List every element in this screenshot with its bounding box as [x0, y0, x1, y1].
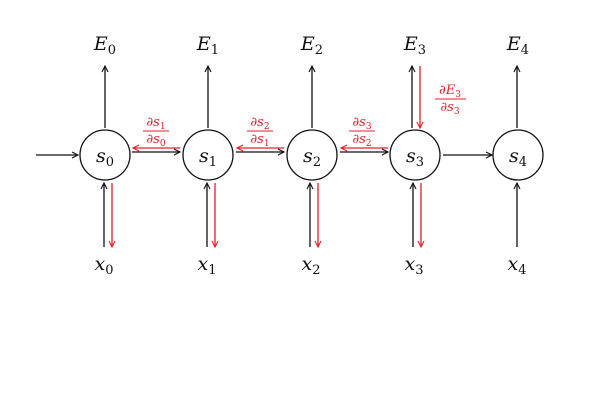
svg-text:∂s0: ∂s0 — [146, 132, 165, 149]
error-label-e2: E2 — [300, 33, 323, 58]
svg-text:∂s1: ∂s1 — [146, 115, 165, 132]
gradient-label-ds1-ds0: ∂s1 ∂s0 — [143, 115, 169, 149]
input-label-x4: x4 — [508, 253, 527, 278]
input-label-x2: x2 — [302, 253, 321, 278]
state-node-s2: s2 — [286, 129, 338, 181]
state-node-s4: s4 — [492, 129, 544, 181]
gradient-label-de3-ds3: ∂E3 ∂s3 — [435, 83, 466, 117]
state-node-s1: s1 — [182, 129, 234, 181]
svg-text:∂s1: ∂s1 — [250, 132, 269, 149]
gradient-label-ds2-ds1: ∂s2 ∂s1 — [247, 115, 273, 149]
input-label-x3: x3 — [405, 253, 424, 278]
gradient-label-ds3-ds2: ∂s3 ∂s2 — [349, 115, 375, 149]
state-node-s3: s3 — [389, 129, 441, 181]
state-node-s0: s0 — [79, 129, 131, 181]
error-label-e0: E0 — [93, 33, 116, 58]
svg-text:∂s2: ∂s2 — [352, 132, 371, 149]
svg-text:∂s3: ∂s3 — [440, 100, 459, 117]
svg-text:s4: s4 — [509, 145, 527, 170]
svg-text:∂s2: ∂s2 — [250, 115, 269, 132]
svg-text:s2: s2 — [303, 145, 321, 170]
svg-text:s3: s3 — [406, 145, 424, 170]
svg-text:∂E3: ∂E3 — [439, 83, 461, 100]
error-label-e4: E4 — [506, 33, 529, 58]
svg-text:s1: s1 — [199, 145, 217, 170]
input-label-x1: x1 — [198, 253, 217, 278]
input-label-x0: x0 — [95, 253, 114, 278]
error-label-e1: E1 — [196, 33, 219, 58]
error-label-e3: E3 — [403, 33, 426, 58]
svg-text:∂s3: ∂s3 — [352, 115, 371, 132]
svg-text:s0: s0 — [96, 145, 114, 170]
